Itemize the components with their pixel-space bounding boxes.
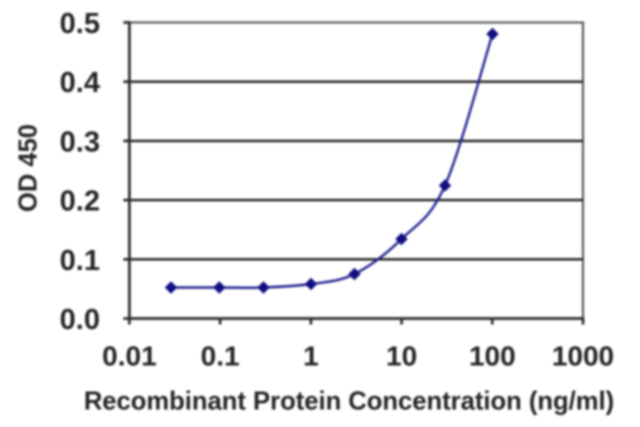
svg-text:0.5: 0.5 (60, 8, 100, 40)
svg-text:1: 1 (303, 341, 319, 372)
svg-text:0.1: 0.1 (201, 341, 240, 372)
svg-text:10: 10 (386, 341, 417, 372)
svg-text:1000: 1000 (552, 341, 614, 372)
svg-text:0.1: 0.1 (60, 245, 100, 277)
svg-text:Recombinant Protein Concentrat: Recombinant Protein Concentration (ng/ml… (84, 388, 614, 416)
svg-text:0.01: 0.01 (102, 341, 157, 372)
svg-text:100: 100 (469, 341, 516, 372)
svg-text:0.2: 0.2 (60, 186, 100, 218)
svg-text:0.4: 0.4 (60, 67, 100, 99)
svg-text:OD 450: OD 450 (15, 124, 43, 212)
svg-text:0.3: 0.3 (60, 126, 100, 158)
svg-text:0.0: 0.0 (60, 304, 100, 336)
